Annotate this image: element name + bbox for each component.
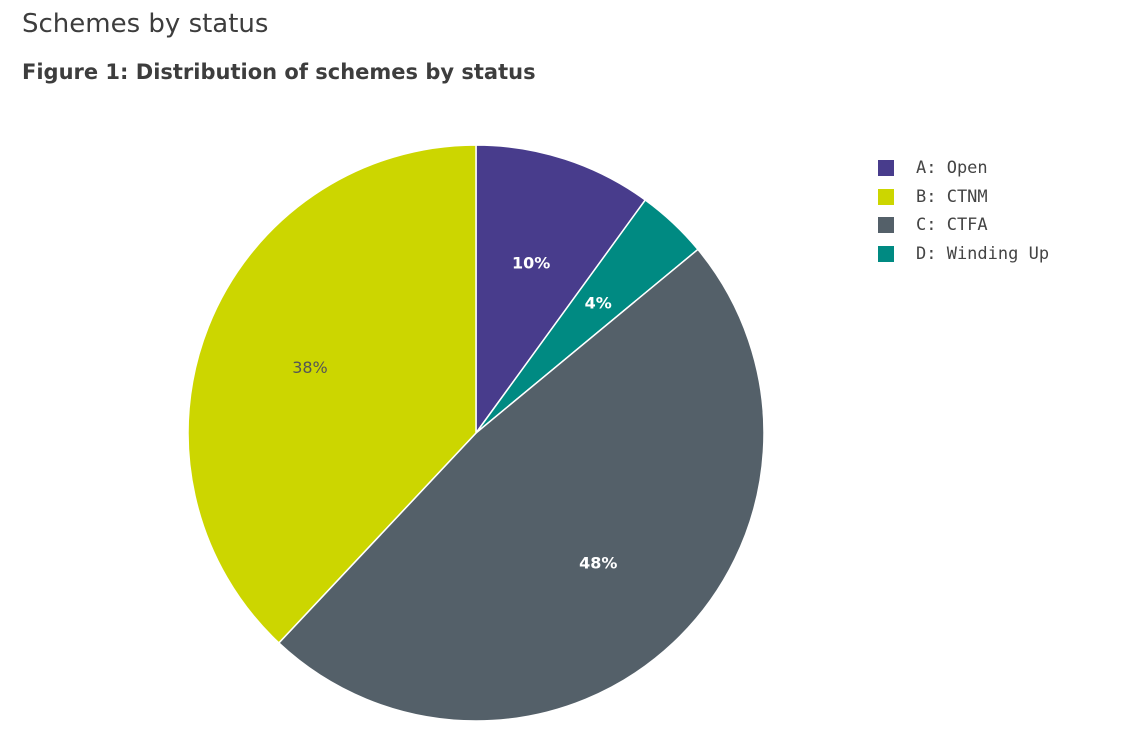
pie-slices (187, 144, 765, 722)
pie-labels: 10% 4% 48% 38% (292, 254, 617, 573)
figure-title: Figure 1: Distribution of schemes by sta… (22, 60, 536, 84)
legend-item-open[interactable]: A: Open (878, 154, 1049, 183)
pie-slice-a-open[interactable] (475, 144, 647, 436)
legend-label-open: A: Open (916, 158, 988, 179)
data-label-b-ctnm: 38% (292, 358, 328, 377)
legend-item-ctnm[interactable]: B: CTNM (878, 183, 1049, 212)
data-label-d-winding-up: 4% (585, 293, 612, 312)
legend-swatch-winding-up (878, 245, 894, 262)
page-heading: Schemes by status (22, 9, 269, 39)
legend-label-ctfa: C: CTFA (916, 215, 988, 236)
legend-item-ctfa[interactable]: C: CTFA (878, 211, 1049, 240)
legend-swatch-ctnm (878, 188, 894, 205)
legend-swatch-ctfa (878, 217, 894, 234)
legend-label-ctnm: B: CTNM (916, 186, 988, 207)
data-label-a-open: 10% (512, 254, 550, 273)
pie-chart: 10% 4% 48% 38% (187, 144, 765, 722)
pie-slice-b-ctnm[interactable] (187, 144, 477, 645)
data-label-c-ctfa: 48% (579, 554, 617, 573)
legend-item-winding-up[interactable]: D: Winding Up (878, 240, 1049, 269)
pie-slice-c-ctfa[interactable] (277, 248, 765, 722)
legend: A: Open B: CTNM C: CTFA D: Winding Up (878, 154, 1049, 268)
legend-swatch-open (878, 160, 894, 177)
legend-label-winding-up: D: Winding Up (916, 243, 1050, 264)
